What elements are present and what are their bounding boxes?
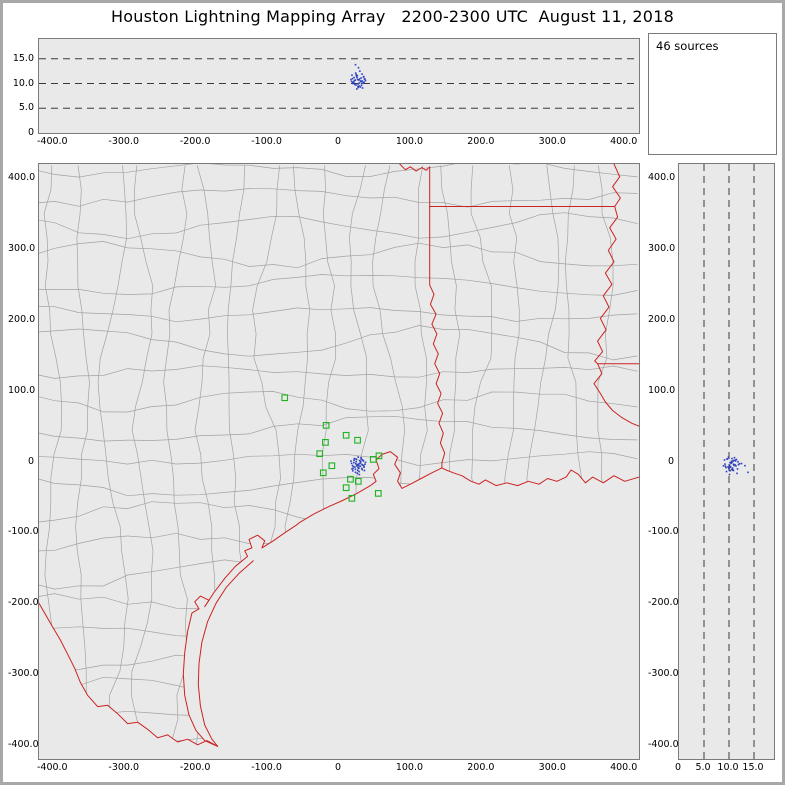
tick-label: 0 (27, 127, 34, 138)
tick-label: -400.0 (8, 738, 39, 750)
tick-label: 200.0 (467, 762, 495, 773)
plan-view-plot[interactable] (38, 163, 640, 760)
tick-label: 400.0 (610, 762, 638, 773)
tick-label: -400.0 (36, 136, 68, 147)
tick-label: 200.0 (467, 136, 495, 147)
tick-label: 200.0 (648, 313, 676, 325)
tick-label: 400.0 (8, 172, 36, 184)
tick-label: -400.0 (36, 762, 68, 773)
tick-label: 300.0 (538, 136, 566, 147)
tick-label: -400.0 (648, 738, 679, 750)
tick-label: 300.0 (8, 243, 36, 254)
tick-label: 300.0 (538, 762, 566, 773)
plan-view-panel: 400.0 300.0 200.0 100.0 0 -100.0 -200.0 -300.0 -… (8, 158, 642, 781)
tick-label: -200.0 (179, 136, 211, 147)
tick-label: -100.0 (251, 762, 282, 773)
tick-label: 400.0 (610, 136, 638, 147)
tick-label: -100.0 (8, 526, 39, 538)
tick-label: 0 (674, 762, 682, 773)
altitude-ns-canvas (703, 164, 755, 759)
tick-label: -100.0 (648, 526, 679, 538)
tick-label: -200.0 (648, 597, 679, 609)
tick-label: 0 (334, 762, 342, 773)
tick-label: 5.0 (18, 102, 34, 114)
tick-label: 100.0 (648, 384, 676, 396)
tick-label: -300.0 (8, 668, 39, 679)
plan-view-canvas (39, 164, 639, 747)
tick-label: 0 (667, 455, 674, 467)
tick-label: 10.0 (12, 77, 34, 89)
sources-count-box: 46 sources (648, 33, 777, 155)
tick-label: -200.0 (8, 597, 39, 609)
tick-label: 0 (334, 136, 342, 147)
tick-label: 15.0 (12, 52, 34, 64)
tick-label: 200.0 (8, 313, 36, 325)
tick-label: -100.0 (251, 136, 282, 147)
tick-label: 0 (27, 455, 34, 467)
altitude-ew-canvas (39, 58, 639, 109)
altitude-ns-plot[interactable] (678, 163, 775, 760)
tick-label: 300.0 (648, 243, 676, 254)
altitude-ew-panel: 15.0 10.0 5.0 0 -400.0 -300.0 -200.0 -100.0 0 100… (8, 33, 642, 155)
tick-label: 100.0 (8, 384, 36, 396)
tick-label: 100.0 (395, 136, 424, 147)
tick-label: -200.0 (179, 762, 211, 773)
tick-label: 5.0 (695, 762, 711, 773)
tick-label: 10.0 (717, 762, 739, 773)
altitude-ns-panel: 400.0 300.0 200.0 100.0 0 -100.0 -200.0 -300.0 -… (648, 158, 777, 781)
tick-label: -300.0 (108, 762, 140, 773)
tick-label: -300.0 (108, 136, 140, 147)
sources-count-label: 46 sources (656, 39, 719, 53)
tick-label: -300.0 (648, 668, 679, 679)
tick-label: 400.0 (648, 172, 676, 184)
tick-label: 100.0 (395, 762, 424, 773)
tick-label: 15.0 (742, 762, 764, 773)
altitude-ew-plot[interactable] (38, 38, 640, 134)
page-title: Houston Lightning Mapping Array 2200-230… (111, 7, 674, 26)
